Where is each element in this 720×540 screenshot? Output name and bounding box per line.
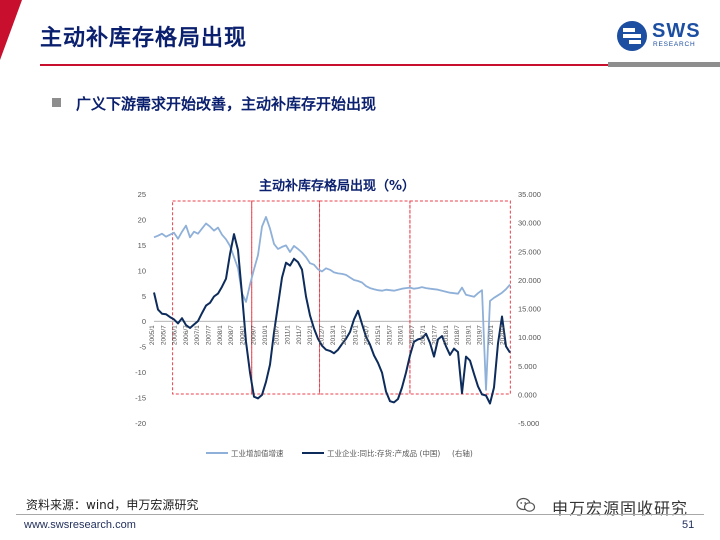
x-axis-tick-label: 2017/1 (420, 325, 427, 345)
x-axis-tick-label: 2006/7 (183, 325, 190, 345)
x-axis-tick-label: 2008/7 (228, 325, 235, 345)
x-axis-tick-label: 2011/1 (285, 325, 292, 345)
left-axis-tick-label: -15 (135, 394, 146, 403)
header-divider (40, 64, 650, 66)
page-title: 主动补库存格局出现 (40, 26, 248, 51)
highlight-period-box (251, 200, 321, 395)
page-title-wrap: 主动补库存格局出现 (40, 20, 247, 52)
legend-label-finished-goods-inventory: 工业企业:同比:存货:产成品 (中国) (327, 448, 440, 458)
x-axis-tick-label: 2005/7 (160, 325, 167, 345)
x-axis-tick-label: 2016/1 (398, 325, 405, 345)
right-axis-tick-label: -5.000 (518, 419, 539, 428)
left-axis-tick-label: 10 (138, 266, 146, 275)
right-axis-tick-label: 35.000 (518, 190, 541, 199)
left-axis-tick-label: 15 (138, 241, 146, 250)
left-axis-tick-label: -20 (135, 419, 146, 428)
bullet-text: 广义下游需求开始改善，主动补库存开始出现 (76, 95, 377, 113)
left-axis-tick-label: 25 (138, 190, 146, 199)
x-axis-tick-label: 2011/7 (296, 325, 303, 345)
right-axis-tick-label: 25.000 (518, 247, 541, 256)
logo-text: SWS (652, 20, 701, 42)
highlight-period-box (319, 200, 411, 395)
x-axis-tick-label: 2016/7 (409, 325, 416, 345)
x-axis-tick-label: 2019/7 (477, 325, 484, 345)
x-axis-tick-label: 2013/1 (330, 325, 337, 345)
x-axis-tick-label: 2020/7 (499, 325, 506, 345)
left-axis-tick-label: 5 (142, 292, 146, 301)
x-axis-tick-label: 2012/1 (307, 325, 314, 345)
x-axis-tick-label: 2015/7 (386, 325, 393, 345)
x-axis-tick-label: 2019/1 (465, 325, 472, 345)
x-axis-tick-label: 2007/1 (194, 325, 201, 345)
right-axis-tick-label: 5.000 (518, 362, 537, 371)
x-axis-tick-label: 2007/7 (206, 325, 213, 345)
right-axis-tick-label: 10.000 (518, 333, 541, 342)
left-axis-tick-label: -5 (139, 343, 146, 352)
chart-title: 主动补库存格局出现（%） (259, 178, 415, 194)
watermark-text: 申万宏源固收研究 (552, 499, 689, 518)
right-axis-tick-label: 15.000 (518, 305, 541, 314)
header-accent-bar (608, 62, 720, 67)
x-axis-tick-label: 2008/1 (217, 325, 224, 345)
x-axis-tick-label: 2010/1 (262, 325, 269, 345)
x-axis-tick-label: 2009/7 (251, 325, 258, 345)
page-number: 51 (682, 519, 695, 531)
highlight-period-box (409, 200, 511, 395)
x-axis-tick-label: 2010/7 (273, 325, 280, 345)
logo-subtext: RESEARCH (653, 41, 696, 48)
x-axis-tick-label: 2012/7 (319, 325, 326, 345)
x-axis-tick-label: 2014/7 (364, 325, 371, 345)
right-axis-tick-label: 0.000 (518, 390, 537, 399)
series-line-industrial-value-added (153, 215, 511, 391)
header-corner-ribbon (0, 0, 22, 60)
wechat-icon (516, 497, 536, 512)
source-note: 资料来源：wind，申万宏源研究 (26, 498, 199, 512)
x-axis-tick-label: 2018/1 (443, 325, 450, 345)
left-axis-tick-label: 20 (138, 215, 146, 224)
x-axis-tick-label: 2018/7 (454, 325, 461, 345)
right-axis-tick-label: 20.000 (518, 276, 541, 285)
x-axis-tick-label: 2015/1 (375, 325, 382, 345)
x-axis-tick-label: 2017/7 (432, 325, 439, 345)
x-axis-tick-label: 2006/1 (172, 325, 179, 345)
x-axis-tick-label: 2005/1 (149, 325, 156, 345)
left-axis-tick-label: 0 (142, 317, 146, 326)
x-axis-tick-label: 2020/1 (488, 325, 495, 345)
legend-label-industrial-value-added: 工业增加值增速 (231, 448, 284, 458)
x-axis-tick-label: 2013/7 (341, 325, 348, 345)
x-axis-tick-label: 2014/1 (352, 325, 359, 345)
sws-logo: SWS RESEARCH (616, 20, 708, 52)
x-axis-tick-label: 2009/1 (239, 325, 246, 345)
bullet-square-icon (52, 98, 61, 107)
series-line-finished-goods-inventory (153, 233, 511, 405)
left-axis-tick-label: -10 (135, 368, 146, 377)
legend-note-right-axis: (右轴) (452, 448, 473, 458)
website-link[interactable]: www.swsresearch.com (24, 519, 136, 531)
footer-divider (16, 514, 704, 515)
sws-logo-icon (617, 21, 647, 51)
right-axis-tick-label: 30.000 (518, 219, 541, 228)
